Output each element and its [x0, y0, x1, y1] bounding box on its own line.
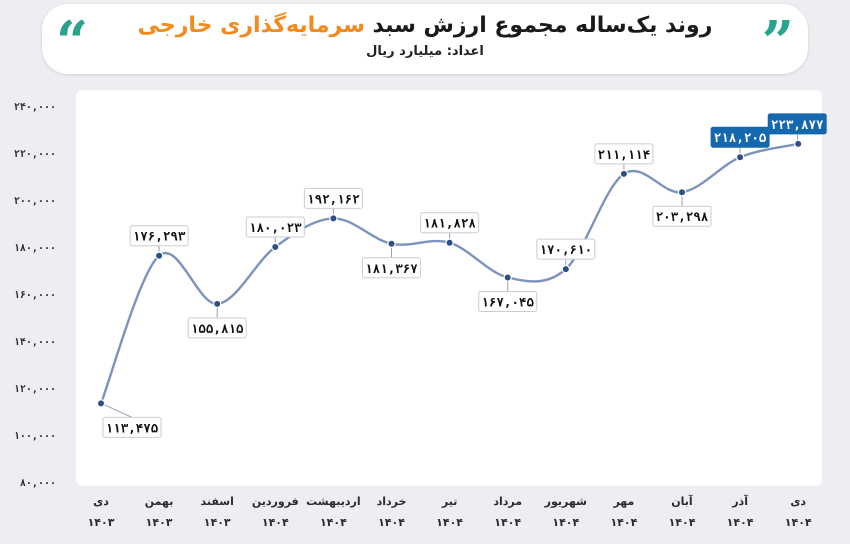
data-point [503, 273, 512, 282]
data-label-box [594, 143, 654, 165]
data-label: ۲۰۳,۲۹۸ [656, 209, 709, 224]
x-tick-label: خرداد [377, 495, 407, 508]
leader-line [100, 402, 133, 418]
data-label-box [245, 216, 305, 238]
x-tick-year: ۱۴۰۳ [146, 516, 173, 529]
data-label-box [767, 113, 827, 135]
data-label-box [420, 212, 480, 234]
title-main: روند یک‌ساله مجموع ارزش سبد [372, 13, 713, 38]
x-tick-year: ۱۴۰۴ [320, 516, 347, 529]
y-tick-label: ۲۰۰,۰۰۰ [14, 196, 56, 207]
x-tick-year: ۱۴۰۴ [552, 516, 579, 529]
x-tick-label: اردیبهشت [306, 495, 360, 508]
x-tick-year: ۱۴۰۴ [262, 516, 289, 529]
chart-title: روند یک‌ساله مجموع ارزش سبد سرمایه‌گذاری… [42, 13, 808, 38]
x-tick-label: بهمن [145, 495, 174, 508]
x-tick-label: فروردین [252, 495, 299, 508]
data-label: ۲۱۸,۲۰۵ [714, 130, 767, 145]
data-point [329, 214, 338, 223]
x-tick-year: ۱۴۰۴ [785, 516, 812, 529]
data-label: ۲۲۳,۸۷۷ [771, 117, 824, 132]
data-label-box [129, 225, 189, 247]
x-tick-label: مهر [612, 495, 634, 508]
x-tick-year: ۱۴۰۴ [727, 516, 754, 529]
data-label-box [303, 187, 363, 209]
data-point [154, 251, 164, 260]
title-accent: سرمایه‌گذاری خارجی [137, 13, 365, 38]
data-label-box [710, 126, 770, 148]
data-label-box [652, 205, 712, 227]
data-label-box [362, 257, 421, 279]
x-tick-label: آبان [671, 494, 693, 508]
data-label-box [536, 238, 596, 260]
plot-area [76, 90, 822, 486]
data-label: ۱۱۳,۴۷۵ [106, 420, 159, 435]
x-tick-year: ۱۴۰۴ [378, 516, 405, 529]
data-point [96, 399, 106, 408]
y-tick-label: ۸۰,۰۰۰ [20, 478, 56, 489]
x-tick-label: آذر [731, 494, 748, 508]
y-tick-label: ۱۸۰,۰۰۰ [14, 243, 56, 254]
x-tick-label: اسفند [201, 495, 234, 508]
x-tick-label: تیر [441, 495, 457, 508]
y-tick-label: ۱۲۰,۰۰۰ [14, 384, 56, 395]
x-tick-year: ۱۴۰۳ [204, 516, 231, 529]
data-label: ۱۹۲,۱۶۲ [307, 191, 360, 206]
data-point [735, 153, 745, 162]
series-line [99, 142, 800, 405]
data-point [445, 238, 454, 247]
data-label: ۱۶۷,۰۴۵ [481, 294, 534, 309]
y-tick-label: ۲۴۰,۰۰۰ [14, 102, 56, 113]
data-point [212, 299, 222, 309]
x-tick-year: ۱۴۰۴ [669, 516, 696, 529]
x-tick-label: شهریور [544, 495, 587, 508]
data-point [794, 139, 803, 149]
x-tick-label: دی [93, 495, 109, 508]
y-tick-label: ۱۰۰,۰۰۰ [14, 431, 56, 442]
chart-header: “ روند یک‌ساله مجموع ارزش سبد سرمایه‌گذا… [42, 4, 808, 74]
data-label-box [187, 317, 247, 339]
data-label: ۱۵۵,۸۱۵ [191, 321, 244, 336]
data-label-box [478, 290, 538, 312]
x-tick-label: مرداد [493, 495, 522, 508]
x-tick-year: ۱۴۰۴ [436, 516, 463, 529]
y-tick-label: ۱۶۰,۰۰۰ [14, 290, 56, 301]
data-label-box [102, 416, 162, 438]
quote-open-icon: “ [56, 9, 89, 75]
data-label: ۱۷۶,۲۹۳ [133, 229, 186, 244]
x-tick-year: ۱۴۰۳ [88, 516, 115, 529]
y-tick-label: ۱۴۰,۰۰۰ [14, 337, 56, 348]
y-tick-label: ۲۲۰,۰۰۰ [14, 149, 56, 160]
data-label: ۱۷۰,۶۱۰ [539, 242, 592, 257]
data-point [677, 188, 687, 197]
data-point [271, 242, 280, 252]
unit-caption: اعداد: میلیارد ریال [366, 44, 484, 59]
data-label: ۱۸۱,۸۲۸ [423, 216, 476, 231]
x-tick-label: دی [790, 495, 806, 508]
data-point [561, 264, 571, 274]
quote-close-icon: ” [761, 9, 794, 75]
data-point [387, 239, 396, 248]
x-tick-year: ۱۴۰۴ [494, 516, 521, 529]
data-label: ۲۱۱,۱۱۴ [598, 147, 651, 162]
data-label: ۱۸۱,۳۶۷ [365, 261, 418, 276]
data-label: ۱۸۰,۰۲۳ [249, 220, 302, 235]
data-point [619, 169, 629, 179]
x-tick-year: ۱۴۰۴ [610, 516, 637, 529]
